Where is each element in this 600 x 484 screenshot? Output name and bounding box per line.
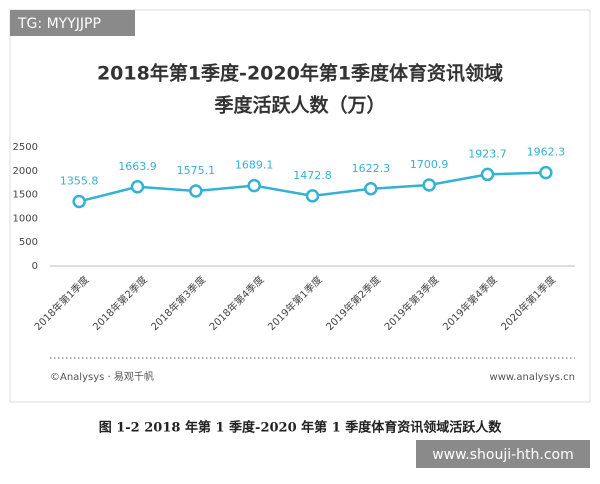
watermark: www.shouji-hth.com	[432, 447, 574, 463]
value-label: 1472.8	[293, 169, 332, 182]
value-label: 1700.9	[410, 158, 449, 171]
point	[189, 184, 203, 198]
point	[305, 189, 320, 203]
point	[72, 194, 86, 209]
point	[422, 178, 436, 192]
point	[130, 180, 145, 194]
watermark-box	[10, 10, 135, 36]
y-tick-label: 2500	[13, 142, 38, 153]
source: ©Analysys · 易观千帆	[50, 370, 154, 383]
value-label: 1622.3	[352, 162, 391, 175]
value-label: 1663.9	[118, 160, 157, 173]
value-label: 1923.7	[468, 147, 507, 160]
chart-subtitle: 季度活跃人数（万）	[214, 94, 385, 117]
point	[364, 182, 378, 196]
value-label: 1575.1	[177, 164, 216, 177]
y-tick-label: 1000	[13, 213, 38, 224]
value-label: 1962.3	[527, 146, 566, 159]
value-label: 1689.1	[235, 159, 274, 172]
y-tick-label: 500	[19, 237, 38, 248]
y-tick-label: 0	[32, 261, 38, 272]
y-tick-label: 2000	[13, 166, 38, 177]
caption: 图 1-2 2018 年第 1 季度-2020 年第 1 季度体育资讯领域活跃人…	[99, 420, 503, 436]
website: www.analysys.cn	[490, 372, 575, 383]
chart-frame	[9, 9, 591, 403]
y-tick-label: 1500	[13, 190, 38, 201]
watermark: TG: MYYJJPP	[17, 16, 101, 32]
chart-title: 2018年第1季度-2020年第1季度体育资讯领域	[97, 62, 503, 85]
point	[539, 165, 553, 180]
watermark-box	[416, 440, 590, 468]
point	[247, 178, 261, 193]
point	[480, 167, 495, 182]
value-label: 1355.8	[60, 174, 99, 187]
